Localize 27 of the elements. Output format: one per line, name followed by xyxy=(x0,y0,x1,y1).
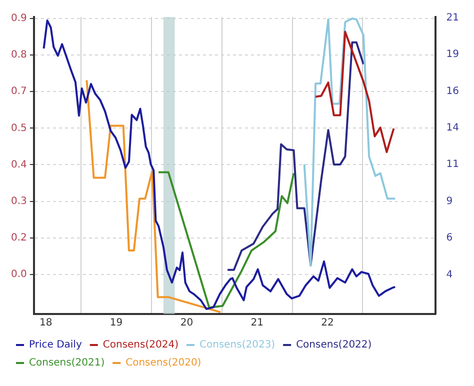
x-tick-label: 21 xyxy=(250,318,264,329)
y2-tick-label: 21 xyxy=(446,12,460,24)
x-tick-label: 19 xyxy=(110,318,123,329)
y2-tick-label: 11 xyxy=(446,159,460,170)
x-tick-label: 22 xyxy=(321,318,334,329)
y-tick-label: 0.7 xyxy=(10,86,27,98)
y-tick-label: 0.4 xyxy=(10,159,27,170)
y-tick-label: 0.8 xyxy=(10,50,27,61)
legend-label: Consens(2020) xyxy=(126,358,202,369)
y-tick-label: 0.0 xyxy=(10,269,27,280)
y2-tick-label: 14 xyxy=(446,122,460,134)
legend-label: Price Daily xyxy=(29,340,82,351)
y2-tick-label: 16 xyxy=(446,86,460,97)
y2-tick-label: 19 xyxy=(446,49,460,60)
y2-tick-label: 4 xyxy=(446,269,453,280)
y-tick-label: 0.5 xyxy=(10,122,27,134)
y-tick-label: 0.2 xyxy=(10,232,27,244)
y2-tick-label: 6 xyxy=(446,232,453,244)
y2-tick-label: 9 xyxy=(446,196,453,207)
legend-label: Consens(2023) xyxy=(199,340,276,351)
y-tick-label: 0.3 xyxy=(10,196,27,207)
x-tick-label: 18 xyxy=(40,318,52,329)
legend-label: Consens(2022) xyxy=(296,340,372,351)
legend-label: Consens(2021) xyxy=(29,358,105,369)
legend-label: Consens(2024) xyxy=(102,340,179,351)
y-tick-label: 0.9 xyxy=(10,13,27,24)
x-tick-label: 20 xyxy=(180,318,194,329)
